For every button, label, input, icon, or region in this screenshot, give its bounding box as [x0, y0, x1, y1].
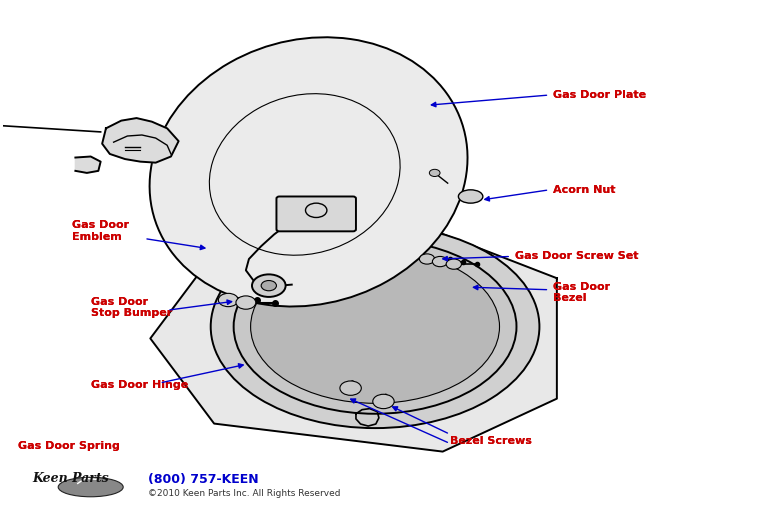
- Text: Gas Door
Emblem: Gas Door Emblem: [72, 220, 129, 241]
- Text: Gas Door Spring: Gas Door Spring: [18, 441, 120, 451]
- Text: Acorn Nut: Acorn Nut: [553, 185, 616, 195]
- Circle shape: [236, 296, 256, 309]
- Text: Gas Door
Stop Bumper: Gas Door Stop Bumper: [91, 297, 172, 319]
- Circle shape: [219, 293, 238, 307]
- Text: Bezel Screws: Bezel Screws: [450, 436, 532, 446]
- Text: Gas Door
Bezel: Gas Door Bezel: [553, 281, 611, 303]
- Circle shape: [252, 275, 286, 297]
- Circle shape: [430, 169, 440, 177]
- Text: Gas Door
Bezel: Gas Door Bezel: [553, 281, 611, 303]
- Text: Gas Door Hinge: Gas Door Hinge: [91, 380, 188, 390]
- Circle shape: [373, 394, 394, 409]
- Text: Gas Door Spring: Gas Door Spring: [18, 441, 120, 451]
- Text: ©2010 Keen Parts Inc. All Rights Reserved: ©2010 Keen Parts Inc. All Rights Reserve…: [148, 489, 340, 498]
- Ellipse shape: [59, 477, 123, 497]
- Text: Gas Door Screw Set: Gas Door Screw Set: [515, 251, 638, 262]
- Circle shape: [446, 259, 461, 269]
- Ellipse shape: [458, 190, 483, 203]
- FancyBboxPatch shape: [276, 196, 356, 232]
- Polygon shape: [75, 156, 101, 173]
- Text: Acorn Nut: Acorn Nut: [553, 185, 616, 195]
- Text: Gas Door
Emblem: Gas Door Emblem: [72, 220, 129, 241]
- Text: Gas Door Plate: Gas Door Plate: [553, 90, 646, 100]
- Text: Gas Door
Stop Bumper: Gas Door Stop Bumper: [91, 297, 172, 319]
- Ellipse shape: [211, 225, 540, 428]
- Text: Gas Door Plate: Gas Door Plate: [553, 90, 646, 100]
- Circle shape: [433, 256, 447, 267]
- Ellipse shape: [149, 37, 467, 307]
- Circle shape: [420, 254, 435, 264]
- Text: Keen Parts: Keen Parts: [32, 472, 109, 485]
- Text: Bezel Screws: Bezel Screws: [450, 436, 532, 446]
- Text: Gas Door Hinge: Gas Door Hinge: [91, 380, 188, 390]
- Ellipse shape: [233, 239, 517, 414]
- Polygon shape: [102, 118, 179, 163]
- Circle shape: [261, 281, 276, 291]
- Circle shape: [340, 381, 361, 395]
- Ellipse shape: [250, 250, 500, 404]
- Text: (800) 757-KEEN: (800) 757-KEEN: [148, 473, 259, 486]
- Polygon shape: [150, 220, 557, 452]
- Text: Gas Door Screw Set: Gas Door Screw Set: [515, 251, 638, 262]
